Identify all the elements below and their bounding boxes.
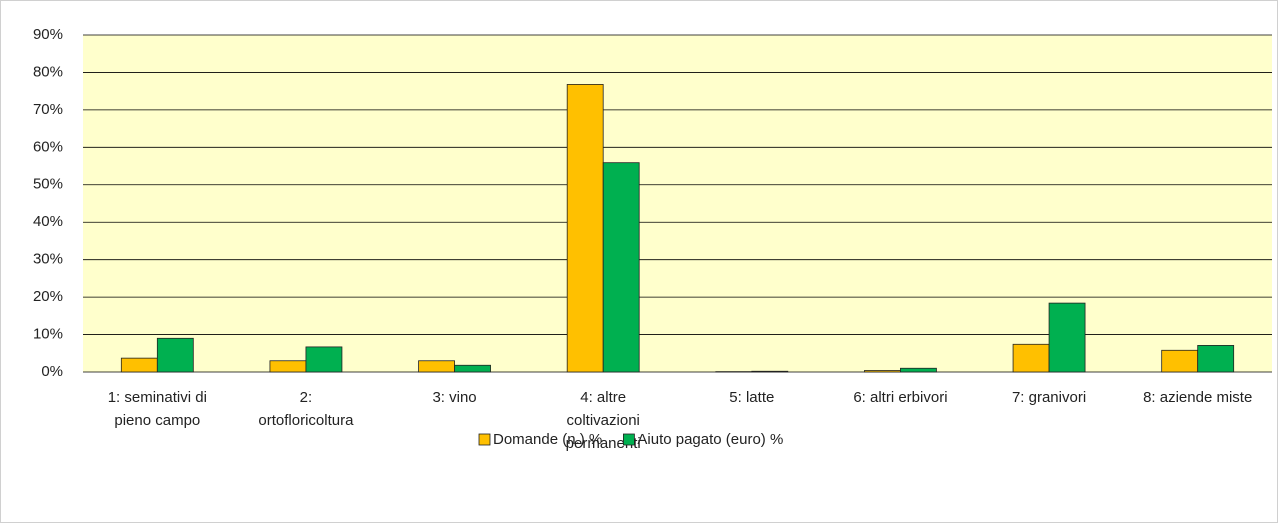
y-tick-label: 0% [41, 363, 63, 380]
bar [864, 370, 901, 373]
x-tick-label: 2: ortofloricoltura [258, 389, 354, 429]
bar [1012, 343, 1050, 373]
bar [418, 360, 455, 373]
y-tick-label: 20% [33, 288, 63, 305]
legend-swatch [478, 433, 491, 446]
plot-area [83, 35, 1272, 372]
legend-label: Aiuto pagato (euro) % [637, 431, 783, 448]
x-tick-label: 3: vino [432, 389, 476, 406]
bar [156, 337, 194, 373]
bar [566, 84, 604, 373]
x-tick-label: 1: seminativi di pieno campo [108, 389, 207, 429]
y-tick-label: 50% [33, 176, 63, 193]
x-tick-label: 8: aziende miste [1143, 389, 1252, 406]
bar [269, 360, 307, 373]
bar [1197, 345, 1235, 373]
bar [602, 162, 640, 373]
y-tick-label: 40% [33, 213, 63, 230]
x-tick-label: 5: latte [729, 389, 774, 406]
bar [900, 367, 937, 373]
bar [1161, 349, 1199, 373]
x-tick-label: 6: altri erbivori [853, 389, 947, 406]
y-tick-label: 70% [33, 101, 63, 118]
bar [305, 346, 343, 373]
bar [751, 370, 789, 373]
y-tick-label: 30% [33, 251, 63, 268]
bar [1048, 302, 1086, 373]
legend-label: Domande (n.) % [493, 431, 602, 448]
y-tick-label: 60% [33, 138, 63, 155]
y-tick-label: 80% [33, 63, 63, 80]
y-tick-label: 10% [33, 326, 63, 343]
y-tick-label: 90% [33, 26, 63, 43]
x-tick-label: 4: altre coltivazioni permanenti [566, 389, 641, 452]
bar [454, 364, 491, 373]
x-tick-label: 7: granivori [1012, 389, 1086, 406]
legend-swatch [623, 433, 635, 446]
bar [120, 357, 158, 373]
